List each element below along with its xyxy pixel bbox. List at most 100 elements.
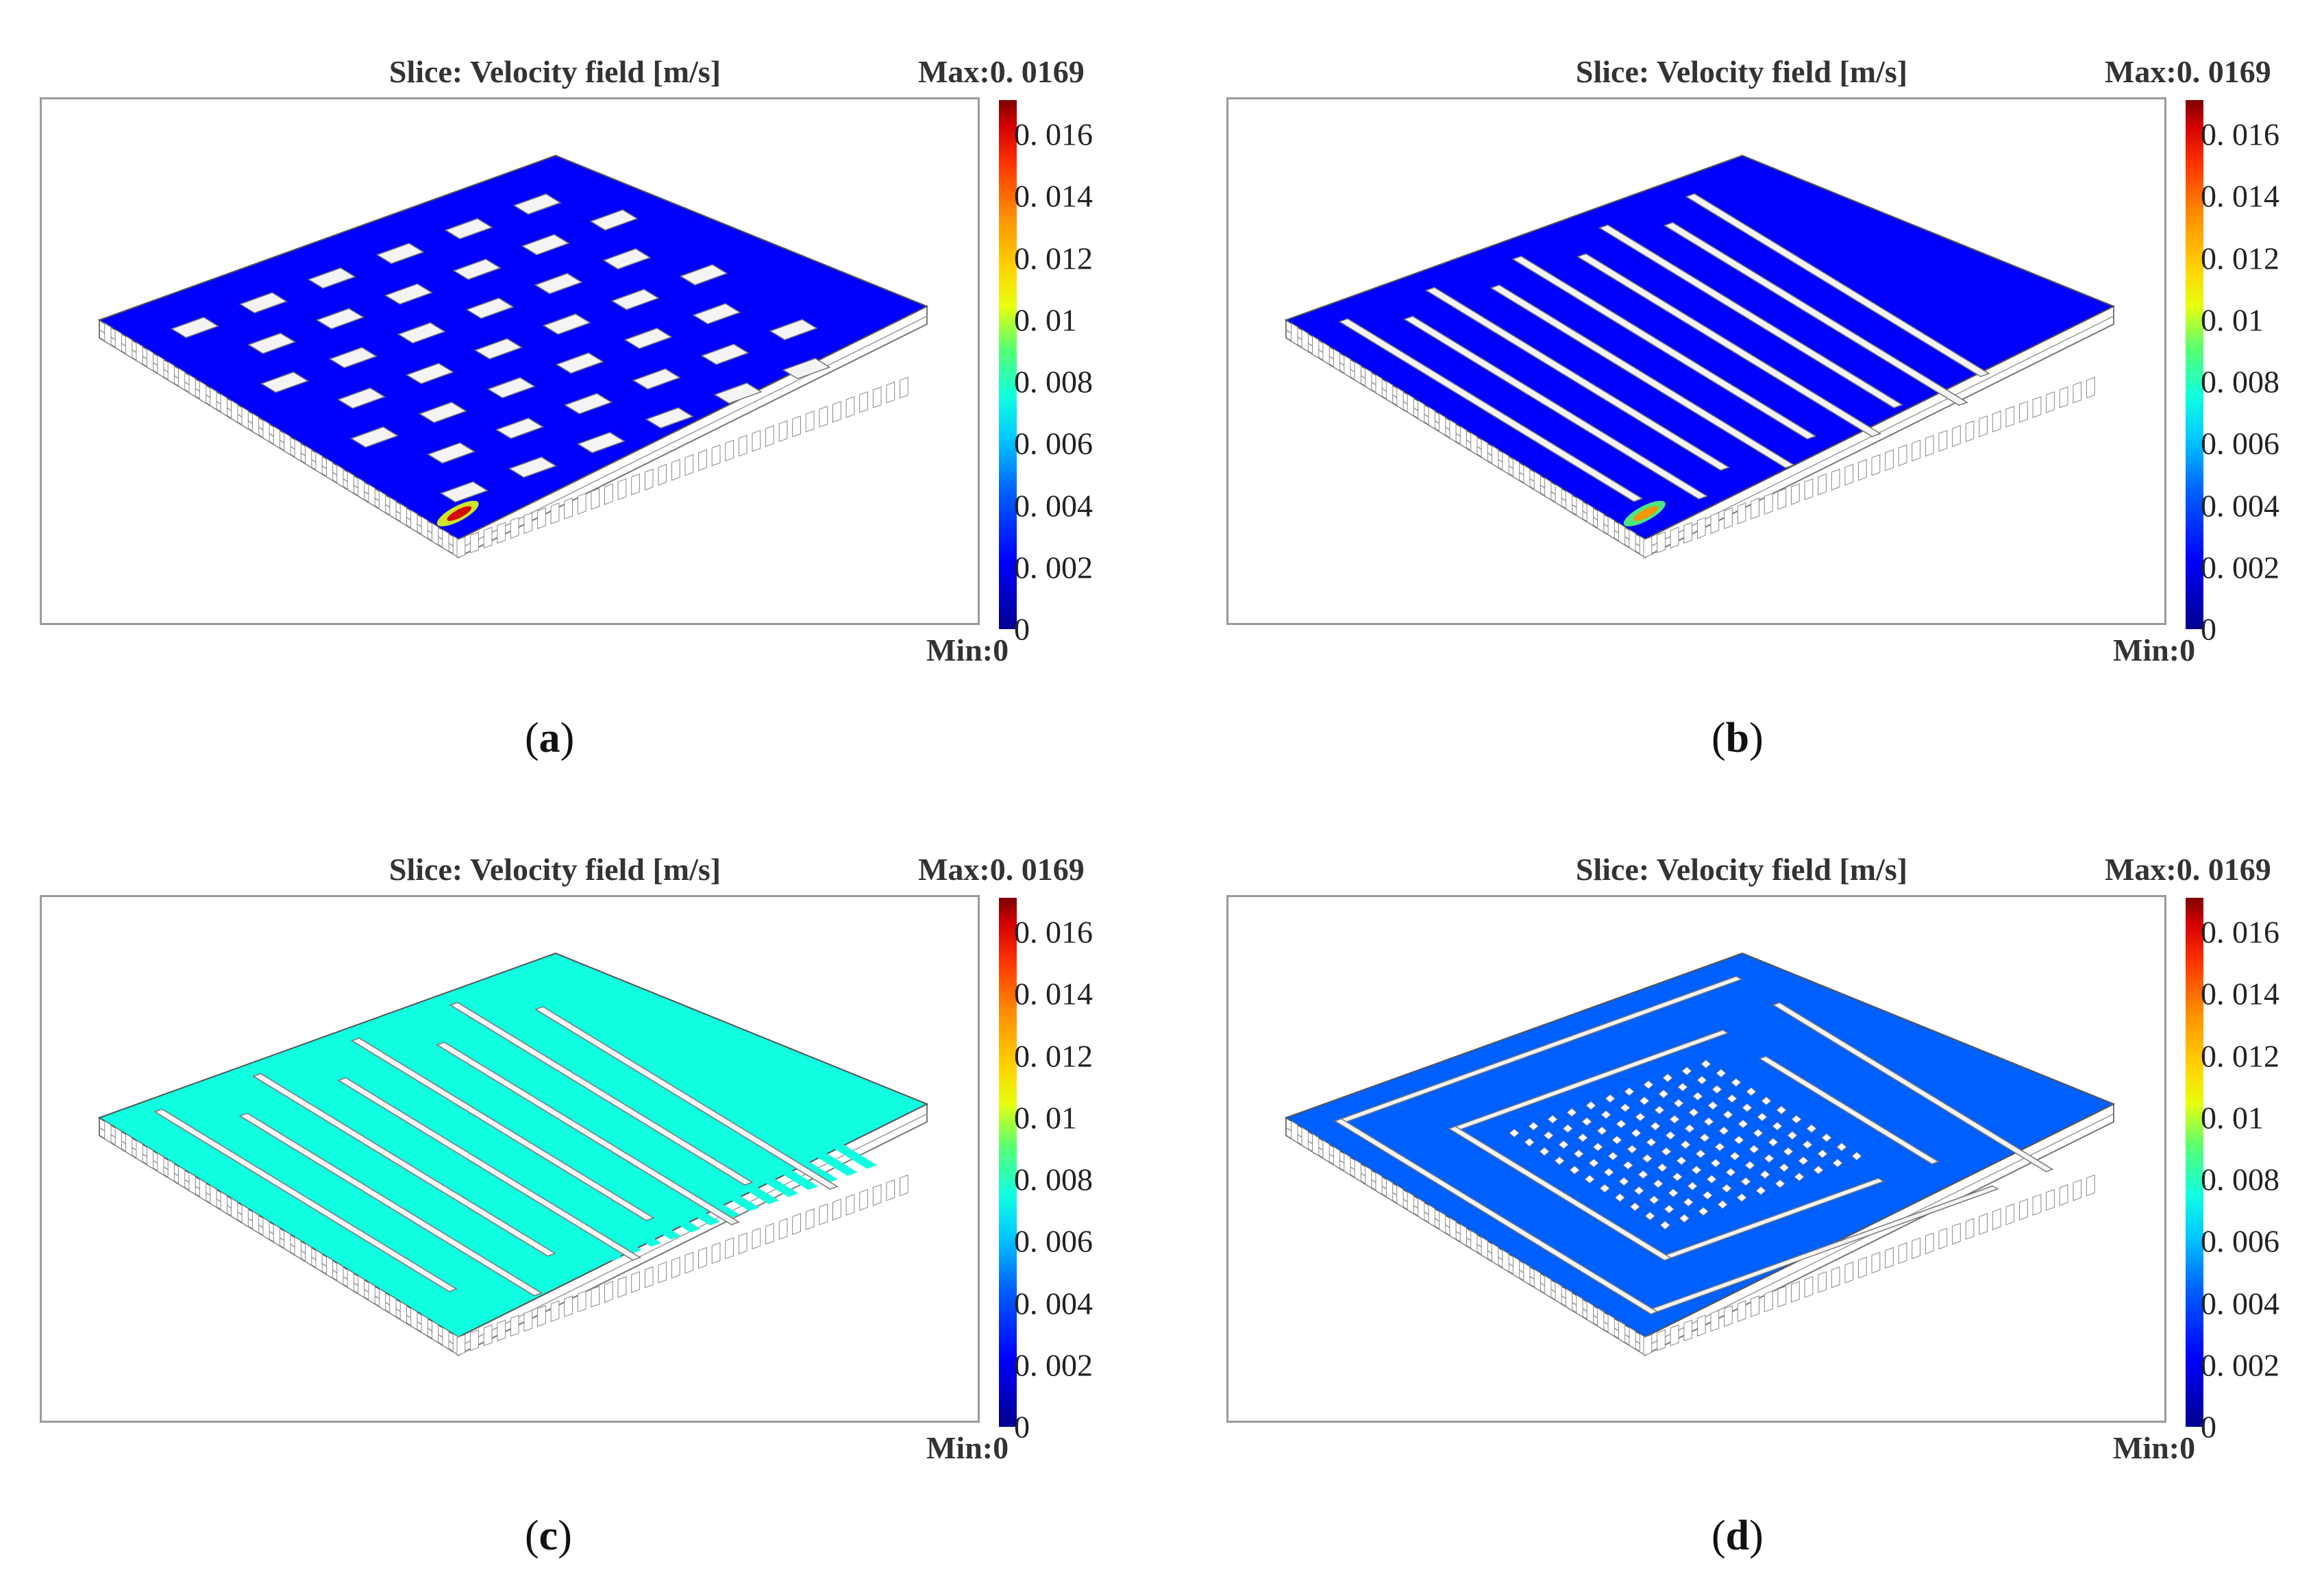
velocity-stripe xyxy=(178,1106,505,1303)
flow-pillar xyxy=(337,387,386,409)
caption-letter: d xyxy=(1725,1513,1750,1559)
pin-fin xyxy=(1791,1114,1802,1124)
pin-fin xyxy=(1836,1142,1847,1152)
edge-fin xyxy=(1912,439,1921,462)
rib-wall xyxy=(1663,221,1968,406)
edge-fin xyxy=(684,454,694,476)
edge-fin xyxy=(220,393,227,417)
caption-close: ) xyxy=(560,715,575,761)
flow-field-3d-view xyxy=(97,952,929,1356)
rib-wall xyxy=(1333,1118,1659,1315)
colorbar-tick-label: 0 xyxy=(2201,611,2216,647)
pin-fin xyxy=(1714,1142,1725,1152)
edge-fin xyxy=(146,348,154,371)
colorbar-tick-label: 0. 014 xyxy=(2201,976,2279,1012)
pin-fin xyxy=(1639,1096,1650,1106)
flow-pillar xyxy=(418,402,467,424)
pin-fin xyxy=(1650,1121,1661,1131)
edge-fin xyxy=(1938,430,1948,452)
edge-fin xyxy=(1938,1227,1948,1250)
pin-fin xyxy=(1659,1221,1671,1230)
edge-fin xyxy=(1492,1242,1499,1266)
pin-fin xyxy=(1658,1089,1669,1099)
pin-fin xyxy=(1524,1138,1535,1147)
pin-fin xyxy=(1643,1080,1654,1090)
flow-pillar xyxy=(495,417,545,439)
max-label: Max:0. 0169 xyxy=(918,852,1085,887)
panel-caption: (d) xyxy=(1711,1512,1764,1560)
colorbar xyxy=(999,898,1017,1427)
edge-fin xyxy=(2032,396,2042,418)
edge-fin xyxy=(262,1217,270,1240)
colorbar-tick-label: 0. 012 xyxy=(1014,241,1093,275)
pin-fin xyxy=(1539,1147,1550,1156)
edge-fin xyxy=(1804,1276,1814,1298)
edge-fin xyxy=(252,413,260,436)
edge-fin xyxy=(1764,493,1773,515)
edge-fin xyxy=(410,509,418,533)
edge-fin xyxy=(432,522,439,546)
edge-fin xyxy=(752,1227,761,1250)
flow-field-3d-view xyxy=(1284,154,2116,559)
edge-fin xyxy=(1301,329,1309,352)
edge-fin xyxy=(872,386,882,408)
edge-fin xyxy=(389,1294,397,1318)
pin-fin xyxy=(1509,1128,1520,1138)
edge-fin xyxy=(178,367,186,391)
colorbar-tick-label: 0. 006 xyxy=(2201,1223,2279,1259)
pin-fin xyxy=(1776,1105,1787,1115)
edge-fin xyxy=(456,1334,466,1356)
edge-fin xyxy=(315,1249,323,1273)
pin-fin xyxy=(1746,1087,1757,1097)
edge-fin xyxy=(658,463,667,486)
pin-fin xyxy=(1569,1165,1580,1175)
edge-fin xyxy=(523,1310,533,1332)
pin-fin xyxy=(1687,1181,1698,1191)
plot-frame xyxy=(1226,895,2166,1423)
pin-fin xyxy=(1665,1131,1676,1140)
pin-fin xyxy=(1717,1199,1728,1210)
edge-fin xyxy=(792,1213,801,1235)
colorbar-tick-label: 0. 002 xyxy=(1014,550,1093,585)
edge-fin xyxy=(1925,1232,1934,1255)
edge-fin xyxy=(1871,454,1881,476)
plot-title: Slice: Velocity field [m/s] xyxy=(388,852,721,887)
pin-fin xyxy=(1588,1158,1599,1168)
edge-fin xyxy=(1512,458,1520,481)
flow-pillar xyxy=(375,243,425,265)
edge-fin xyxy=(1418,400,1425,424)
edge-fin xyxy=(358,477,365,501)
edge-fin xyxy=(1764,1290,1773,1312)
pin-fin xyxy=(1783,1147,1794,1156)
rib-wall xyxy=(252,1073,556,1257)
edge-fin xyxy=(284,1229,291,1253)
edge-fin xyxy=(104,322,112,346)
edge-fin xyxy=(537,507,546,530)
pin-fin xyxy=(1699,1133,1710,1142)
edge-fin xyxy=(421,516,428,539)
rib-wall xyxy=(1577,253,1882,437)
panel-d: Slice: Velocity field [m/s] Max:0. 0169 … xyxy=(1187,798,2324,1572)
edge-fin xyxy=(604,1281,613,1303)
edge-fin xyxy=(684,1251,694,1274)
inlet-hotspot-core xyxy=(1633,506,1659,522)
edge-fin xyxy=(725,439,734,462)
edge-fin xyxy=(1607,1314,1615,1337)
pin-fin xyxy=(1635,1112,1646,1122)
edge-fin xyxy=(1375,374,1383,397)
plot-title: Slice: Velocity field [m/s] xyxy=(388,54,721,89)
edge-fin xyxy=(1965,420,1975,443)
edge-fin xyxy=(1818,473,1827,495)
edge-fin xyxy=(1459,426,1467,449)
colorbar-tick-label: 0. 006 xyxy=(2201,426,2279,461)
edge-fin xyxy=(199,1178,207,1201)
edge-fin xyxy=(1439,413,1446,436)
flow-pillar xyxy=(439,481,489,503)
edge-fin xyxy=(1597,509,1605,533)
edge-fin xyxy=(886,1179,895,1201)
colorbar-tick-label: 0. 012 xyxy=(2201,1038,2279,1073)
flow-pillar xyxy=(508,456,557,478)
pin-fin xyxy=(1703,1116,1714,1127)
flow-pillar xyxy=(486,377,536,399)
edge-fin xyxy=(432,1320,439,1343)
